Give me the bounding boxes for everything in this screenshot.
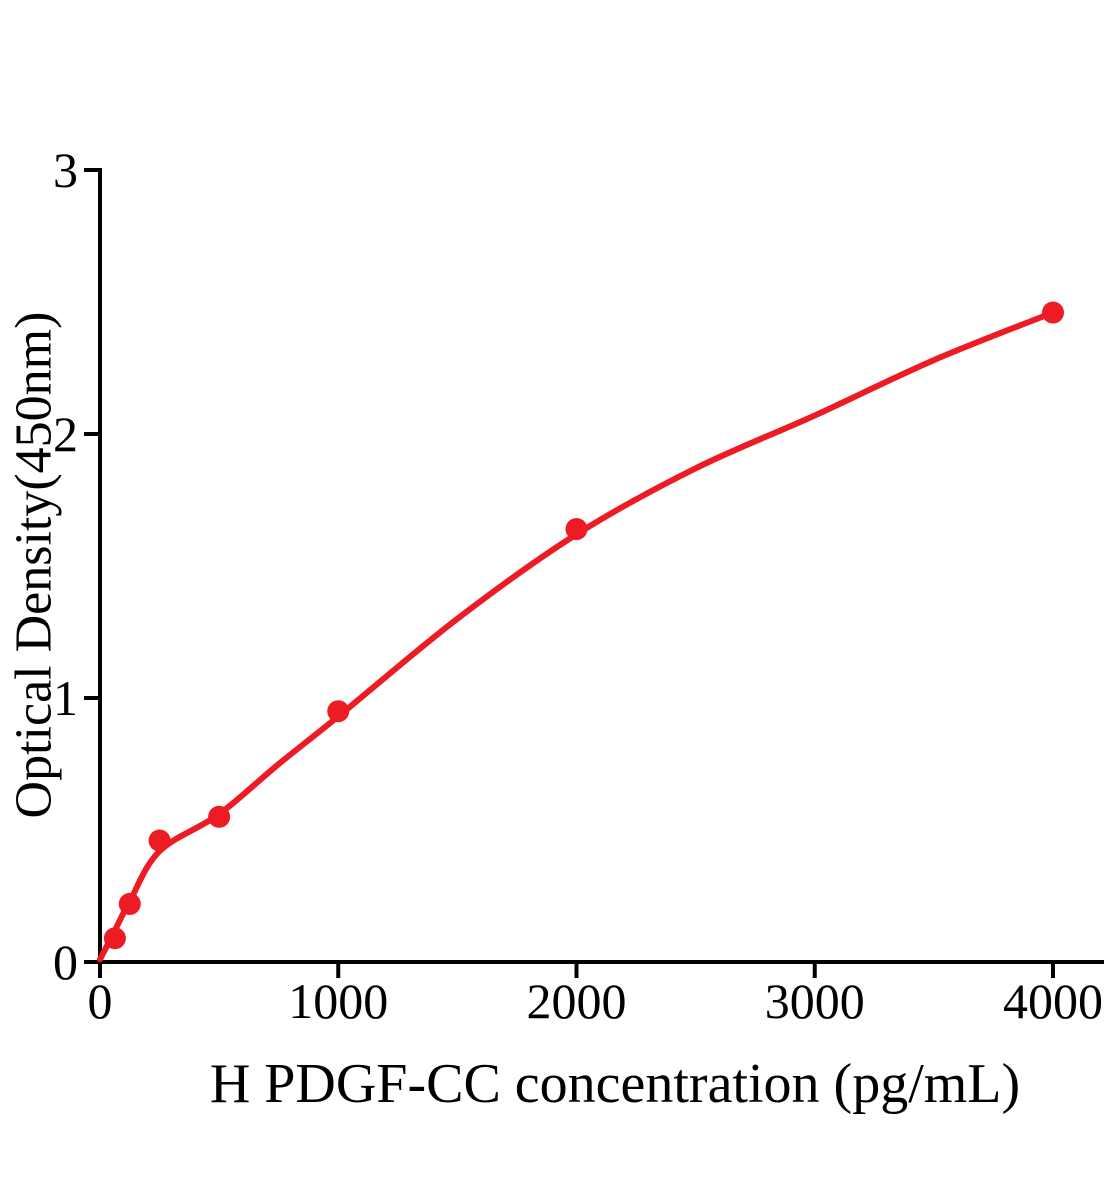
data-point [118, 892, 141, 915]
data-point [148, 829, 171, 852]
fitted-curve-line [97, 309, 1056, 963]
x-axis-label: H PDGF-CC concentration (pg/mL) [209, 1053, 1021, 1115]
y-axis-label: Optical Density(450nm) [5, 311, 63, 819]
y-tick-label: 0 [53, 934, 78, 990]
data-point [103, 927, 126, 950]
x-tick-label: 4000 [1003, 973, 1103, 1029]
data-point [208, 805, 231, 828]
x-tick-label: 3000 [765, 973, 865, 1029]
data-point [1042, 301, 1064, 324]
x-tick-label: 2000 [527, 973, 627, 1029]
y-tick-label: 2 [53, 406, 78, 462]
x-tick-label: 1000 [288, 973, 388, 1029]
data-point [327, 700, 350, 723]
data-point [565, 518, 588, 541]
y-tick-label: 3 [53, 142, 78, 198]
x-tick-label: 0 [88, 973, 113, 1029]
y-tick-label: 1 [53, 670, 78, 726]
